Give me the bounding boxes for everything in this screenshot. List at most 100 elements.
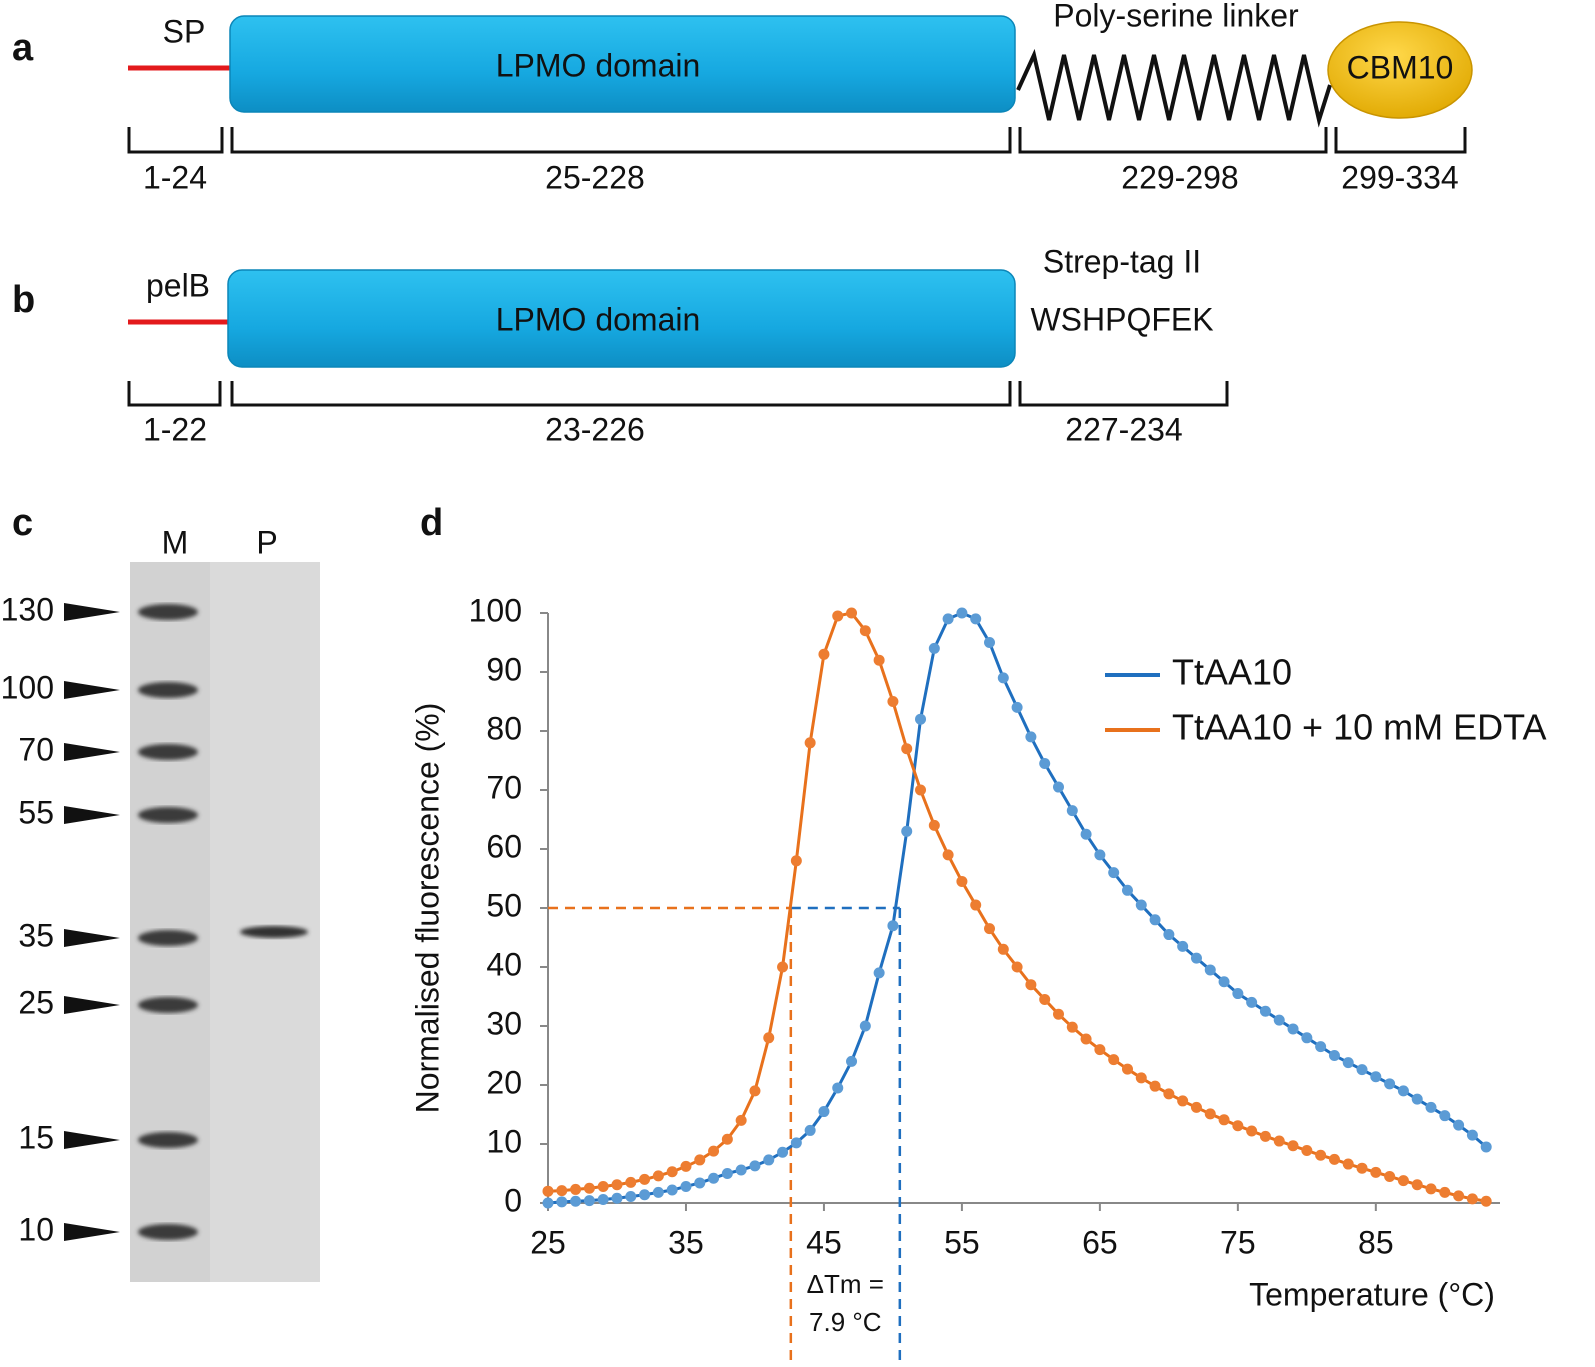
data-point	[859, 625, 871, 637]
range-label: 299-334	[1341, 159, 1458, 195]
data-point	[873, 967, 885, 979]
marker-label: 25	[18, 984, 54, 1020]
data-point	[694, 1177, 706, 1189]
range-label: 25-228	[545, 159, 645, 195]
data-point	[804, 737, 816, 749]
data-point	[1094, 1044, 1106, 1056]
linker-zigzag	[1016, 48, 1332, 128]
data-point	[1052, 781, 1064, 793]
data-point	[708, 1172, 720, 1184]
data-point	[832, 610, 844, 622]
data-point	[1356, 1064, 1368, 1076]
data-point	[652, 1186, 664, 1198]
data-point	[1246, 996, 1258, 1008]
data-point	[1384, 1078, 1396, 1090]
marker-arrow	[64, 1223, 120, 1241]
range-label: 227-234	[1065, 411, 1182, 447]
data-point	[1315, 1149, 1327, 1161]
data-point	[1453, 1119, 1465, 1131]
signal-label: SP	[163, 13, 206, 49]
data-point	[956, 607, 968, 619]
data-point	[583, 1195, 595, 1207]
y-tick-label: 0	[504, 1182, 522, 1218]
y-tick-label: 20	[486, 1064, 522, 1100]
data-point	[1135, 899, 1147, 911]
data-point	[1397, 1175, 1409, 1187]
data-point	[1439, 1186, 1451, 1198]
data-point	[763, 1154, 775, 1166]
annotation: 7.9 °C	[809, 1307, 882, 1337]
data-point	[597, 1180, 609, 1192]
data-point	[1453, 1190, 1465, 1202]
data-point	[1066, 805, 1078, 817]
marker-label: 70	[18, 731, 54, 767]
data-point	[1204, 964, 1216, 976]
panel-a: a SP LPMO domain Poly-serine linker CBM1…	[12, 0, 1473, 195]
panel-label: c	[12, 502, 33, 544]
data-point	[1273, 1014, 1285, 1026]
data-point	[1190, 952, 1202, 964]
data-point	[666, 1166, 678, 1178]
data-point	[1301, 1144, 1313, 1156]
data-point	[1204, 1108, 1216, 1120]
data-point	[1439, 1110, 1451, 1122]
data-point	[777, 961, 789, 973]
data-point	[887, 696, 899, 707]
x-tick-label: 45	[806, 1224, 842, 1260]
data-point	[859, 1020, 871, 1032]
range-brackets	[127, 381, 1229, 407]
data-point	[1177, 940, 1189, 952]
data-point	[1328, 1050, 1340, 1061]
y-tick-label: 30	[486, 1005, 522, 1041]
panel-c: c M P 130 100 70 55 35 25 15 10	[1, 502, 320, 1282]
cbm-ellipse	[1327, 21, 1473, 119]
range-label: 1-24	[143, 159, 207, 195]
data-point	[1342, 1057, 1354, 1069]
data-point	[970, 899, 982, 911]
data-point	[846, 607, 858, 619]
data-point	[928, 819, 940, 831]
marker-band	[138, 930, 198, 946]
data-point	[1384, 1170, 1396, 1182]
marker-band	[138, 604, 198, 620]
data-point	[625, 1191, 637, 1203]
data-point	[901, 825, 913, 837]
panel-label: a	[12, 27, 34, 69]
data-point	[611, 1179, 623, 1191]
data-point	[597, 1193, 609, 1205]
data-point	[915, 713, 927, 725]
data-point	[970, 613, 982, 625]
data-point	[639, 1173, 651, 1185]
data-point	[1411, 1093, 1423, 1105]
data-point	[790, 1137, 802, 1149]
x-tick-label: 25	[530, 1224, 566, 1260]
data-point	[1135, 1072, 1147, 1084]
tag-sequence: WSHPQFEK	[1030, 301, 1213, 337]
data-point	[556, 1196, 568, 1208]
data-point	[721, 1133, 733, 1145]
data-point	[1218, 1114, 1230, 1126]
data-point	[1177, 1095, 1189, 1107]
x-tick-label: 65	[1082, 1224, 1118, 1260]
data-point	[1480, 1141, 1492, 1153]
data-point	[570, 1195, 582, 1207]
y-tick-label: 50	[486, 887, 522, 923]
gel-lane	[130, 562, 210, 1282]
data-point	[1287, 1023, 1299, 1035]
data-point	[1411, 1179, 1423, 1191]
panel-label: b	[12, 279, 35, 321]
data-point	[1356, 1162, 1368, 1174]
data-point	[942, 849, 954, 861]
marker-band	[138, 744, 198, 760]
data-point	[666, 1184, 678, 1196]
data-point	[680, 1160, 692, 1172]
marker-band	[138, 807, 198, 823]
data-point	[1218, 976, 1230, 988]
data-point	[997, 943, 1009, 955]
data-point	[915, 784, 927, 796]
data-point	[873, 654, 885, 666]
range-label: 23-226	[545, 411, 645, 447]
data-point	[1149, 914, 1161, 926]
data-point	[818, 1106, 830, 1118]
data-point	[583, 1182, 595, 1194]
